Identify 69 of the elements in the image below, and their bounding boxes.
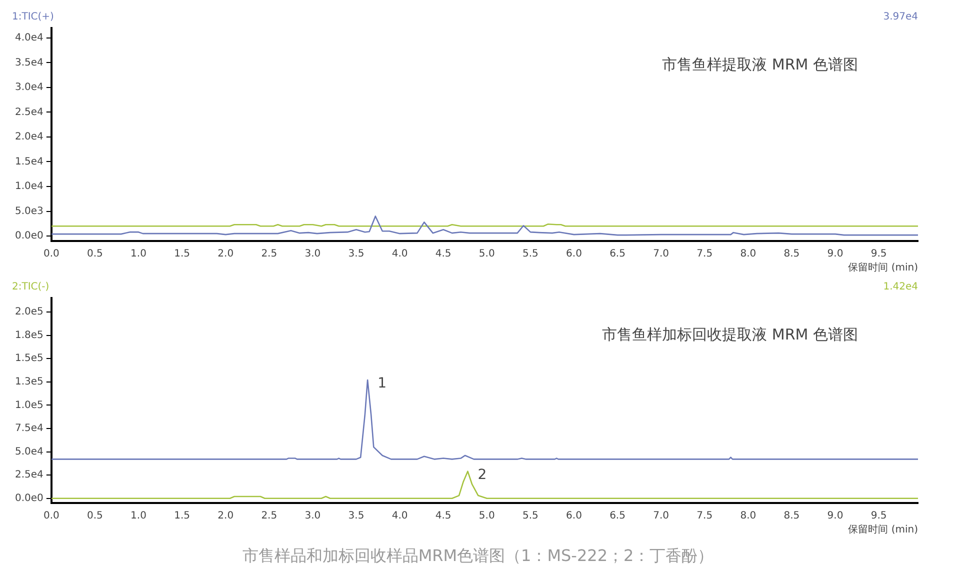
chart-subtitle: 1:TIC(+) <box>12 12 54 23</box>
text: 市售鱼样提取液 MRM 色谱图 <box>662 55 858 74</box>
x-tick-label: 0.0 <box>43 248 60 260</box>
text: 3.97e4 <box>883 12 918 23</box>
x-tick-label: 2.5 <box>261 248 278 260</box>
annotation: 1 <box>378 376 386 392</box>
x-tick-label: 0.0 <box>43 510 60 522</box>
x-tick-label: 6.5 <box>610 510 626 522</box>
x-tick-label: 4.5 <box>435 510 452 522</box>
x-tick-label: 9.5 <box>870 248 887 260</box>
text: 市售样品和加标回收样品MRM色谱图（1：MS-222；2：丁香酚） <box>241 546 715 567</box>
y-tick-label: 7.5e4 <box>14 423 44 434</box>
x-tick-label: 1.0 <box>130 510 146 522</box>
y-tick-label: 2.0e5 <box>14 306 44 318</box>
x-tick-label: 8.5 <box>784 248 800 260</box>
x-tick-label: 7.0 <box>653 248 670 260</box>
chart-subtitle: 2:TIC(-) <box>12 282 50 293</box>
x-tick-label: 3.5 <box>348 510 364 522</box>
y-tick-label: 4.0e4 <box>14 32 44 44</box>
y-tick-label: 5.0e4 <box>14 446 44 458</box>
x-tick-label: 2.0 <box>218 248 234 260</box>
y-tick-label: 5.0e3 <box>14 206 44 217</box>
x-tick-label: 6.0 <box>566 510 582 522</box>
x-tick-label: 3.0 <box>304 248 321 260</box>
x-tick-label: 3.5 <box>348 248 364 260</box>
y-tick-label: 2.0e4 <box>14 132 44 143</box>
y-tick-label: 1.3e5 <box>14 376 44 388</box>
x-tick-label: 2.5 <box>261 510 278 522</box>
y-tick-label: 3.5e4 <box>14 57 44 68</box>
x-tick-label: 9.0 <box>827 510 844 522</box>
x-tick-label: 9.0 <box>827 248 844 260</box>
x-axis-title: 保留时间 (min) <box>848 262 918 274</box>
x-tick-label: 7.0 <box>653 510 670 522</box>
x-tick-label: 5.5 <box>522 510 538 522</box>
x-tick-label: 8.0 <box>740 510 756 522</box>
y-tick-label: 2.5e4 <box>14 106 44 118</box>
annotation: 2 <box>478 466 487 483</box>
y-tick-label: 1.5e4 <box>14 156 44 168</box>
x-tick-label: 5.0 <box>478 248 495 260</box>
y-tick-label: 2.5e4 <box>14 470 44 481</box>
x-tick-label: 6.0 <box>566 248 582 260</box>
y-tick-label: 0.0e0 <box>14 492 44 504</box>
y-tick-label: 1.0e4 <box>14 181 44 192</box>
x-tick-label: 1.5 <box>174 248 190 260</box>
y-tick-label: 1.8e5 <box>14 330 44 341</box>
x-tick-label: 3.0 <box>304 510 321 522</box>
x-tick-label: 4.5 <box>435 248 452 260</box>
x-tick-label: 8.5 <box>784 510 800 522</box>
text: 1.42e4 <box>883 282 918 293</box>
y-tick-label: 3.0e4 <box>14 82 44 94</box>
x-tick-label: 9.5 <box>870 510 887 522</box>
x-tick-label: 1.5 <box>174 510 190 522</box>
text: 市售鱼样加标回收提取液 MRM 色谱图 <box>602 325 858 344</box>
y-tick-label: 0.0e0 <box>14 230 44 242</box>
x-tick-label: 4.0 <box>392 248 408 260</box>
x-tick-label: 7.5 <box>696 510 713 522</box>
x-tick-label: 7.5 <box>696 248 713 260</box>
x-axis-title: 保留时间 (min) <box>848 524 918 536</box>
y-tick-label: 1.5e5 <box>14 353 44 364</box>
x-tick-label: 1.0 <box>130 248 146 260</box>
x-tick-label: 2.0 <box>218 510 234 522</box>
x-tick-label: 8.0 <box>740 248 756 260</box>
x-tick-label: 0.5 <box>87 248 103 260</box>
x-tick-label: 4.0 <box>392 510 408 522</box>
x-tick-label: 5.0 <box>478 510 495 522</box>
y-tick-label: 1.0e5 <box>14 400 44 411</box>
x-tick-label: 5.5 <box>522 248 538 260</box>
x-tick-label: 0.5 <box>87 510 103 522</box>
x-tick-label: 6.5 <box>610 248 626 260</box>
